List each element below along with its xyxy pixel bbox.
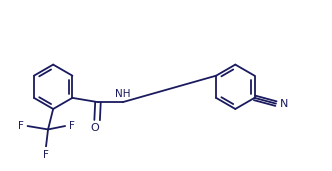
Text: O: O [90,123,99,133]
Text: F: F [18,121,24,131]
Text: F: F [43,150,49,160]
Text: NH: NH [115,89,130,99]
Text: F: F [69,121,74,131]
Text: N: N [280,99,288,109]
